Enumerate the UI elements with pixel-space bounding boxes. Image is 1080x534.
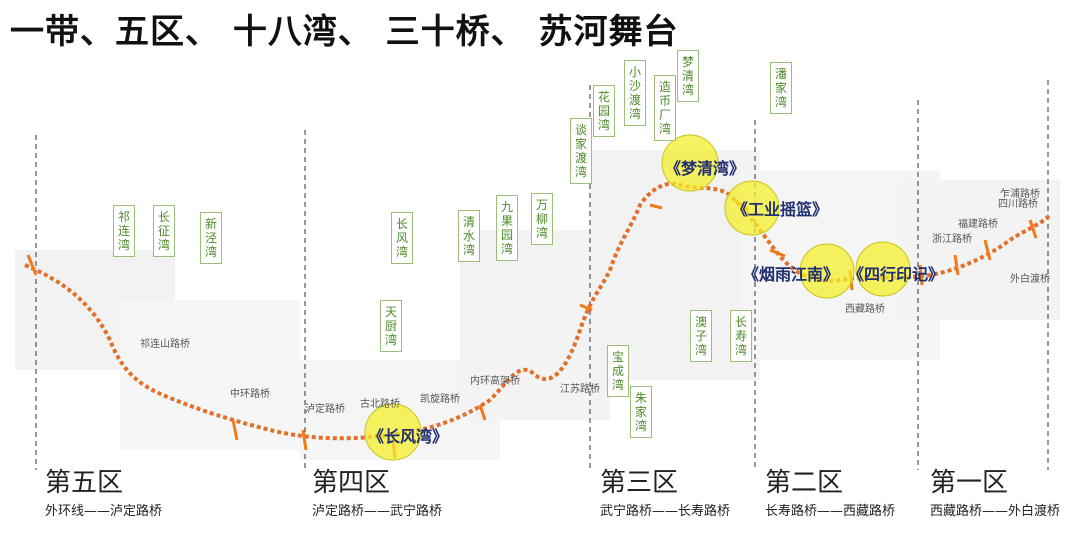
bay-label: 新泾湾 <box>200 212 222 264</box>
bridge-label: 泸定路桥 <box>305 404 345 415</box>
bay-label: 小沙渡湾 <box>624 60 646 126</box>
highlight-circles <box>364 134 911 461</box>
zone-4-range: 泸定路桥——武宁路桥 <box>312 504 443 519</box>
zone-dividers <box>35 80 1049 470</box>
bay-label: 祁连湾 <box>113 205 135 257</box>
zone-3-range: 武宁路桥——长寿路桥 <box>600 504 731 519</box>
highlight-label: 《工业摇篮》 <box>732 200 829 219</box>
bridge-label: 祁连山路桥 <box>140 339 190 350</box>
bay-label: 长寿湾 <box>730 310 752 362</box>
bridge-label: 江苏路桥 <box>560 384 600 395</box>
bay-label: 梦清湾 <box>677 50 699 102</box>
bridge-label: 浙江路桥 <box>932 234 972 245</box>
bridge-label: 四川路桥 <box>998 199 1038 210</box>
highlight-label: 《梦清湾》 <box>665 159 746 178</box>
bridge-label: 外白渡桥 <box>1010 274 1050 285</box>
bay-label: 宝成湾 <box>607 345 629 397</box>
bay-label: 花园湾 <box>593 85 615 137</box>
bay-label: 天厨湾 <box>380 300 402 352</box>
bridge-label: 福建路桥 <box>958 219 998 230</box>
bay-label: 谈家渡湾 <box>570 118 592 184</box>
zone-3-name: 第三区 <box>600 468 679 498</box>
bay-label: 万柳湾 <box>531 193 553 245</box>
highlight-label: 《烟雨江南》 <box>743 265 840 284</box>
bay-label: 清水湾 <box>458 210 480 262</box>
zone-2-name: 第二区 <box>765 468 844 498</box>
zone-4-name: 第四区 <box>312 468 391 498</box>
zone-5-range: 外环线——泸定路桥 <box>45 504 163 519</box>
bridge-label: 凯旋路桥 <box>420 394 460 405</box>
zone-1-range: 西藏路桥——外白渡桥 <box>930 504 1061 519</box>
highlight-label: 《四行印记》 <box>848 265 945 284</box>
bay-label: 九果园湾 <box>496 195 518 261</box>
bay-label: 潘家湾 <box>770 62 792 114</box>
page-title: 一带、五区、 十八湾、 三十桥、 苏河舞台 <box>10 12 679 52</box>
bridge-label: 乍浦路桥 <box>1000 189 1040 200</box>
bridge-label: 西藏路桥 <box>845 304 885 315</box>
bay-label: 长风湾 <box>391 212 413 264</box>
bay-label: 朱家湾 <box>630 386 652 438</box>
highlight-label: 《长风湾》 <box>368 427 449 446</box>
zone-1-name: 第一区 <box>930 468 1009 498</box>
bridge-label: 内环高架桥 <box>470 376 520 387</box>
zone-2-range: 长寿路桥——西藏路桥 <box>765 504 896 519</box>
city-background <box>15 150 1060 460</box>
bridge-label: 中环路桥 <box>230 389 270 400</box>
bay-label: 造币厂湾 <box>654 75 676 141</box>
bay-label: 长征湾 <box>153 205 175 257</box>
bay-label: 澳子湾 <box>690 310 712 362</box>
zone-5-name: 第五区 <box>45 468 124 498</box>
bridge-label: 古北路桥 <box>360 399 400 410</box>
